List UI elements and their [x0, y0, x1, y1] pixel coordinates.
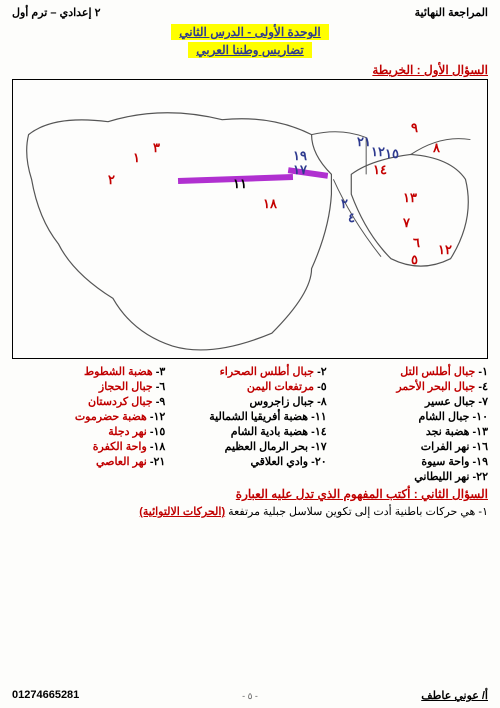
answer-item: ٢٢- نهر الليطاني [335, 470, 488, 483]
answer-item: ١٨- واحة الكفرة [12, 440, 165, 453]
map-annotation: ١٩ [293, 148, 307, 164]
answer-item: ٨- جبال زاجروس [173, 395, 326, 408]
answer-item: ١- جبال أطلس التل [335, 365, 488, 378]
map-annotation: ١٧ [293, 162, 307, 178]
q2-label: السؤال الثاني : أكتب المفهوم الذي تدل عل… [12, 487, 488, 501]
answer-item: ٧- جبال عسير [335, 395, 488, 408]
phone-number: 01274665281 [12, 689, 79, 702]
answer-item: ٢١- نهر العاصي [12, 455, 165, 468]
map-annotation: ٢١ [357, 134, 371, 150]
q1-label: السؤال الأول : الخريطة [12, 63, 488, 77]
map-annotation: ١٣ [403, 190, 417, 206]
answer-item: ٤- جبال البحر الأحمر [335, 380, 488, 393]
unit-title: الوحدة الأولى - الدرس الثاني [171, 24, 329, 40]
answer-item: ٥- مرتفعات اليمن [173, 380, 326, 393]
map-annotation: ١٢ [438, 242, 452, 258]
answers-grid: ١- جبال أطلس التل ٢- جبال أطلس الصحراء ٣- … [12, 365, 488, 483]
map-annotation: ٥ [411, 252, 418, 268]
q2-answer: (الحركات الالتوائية) [139, 506, 225, 518]
map-annotation: ٢ [108, 172, 115, 188]
map-annotation: ٧ [403, 215, 410, 231]
map-annotation: ٣ [153, 140, 160, 156]
answer-item: ١٦- نهر الفرات [335, 440, 488, 453]
answer-item: ٢٠- وادي العلاقي [173, 455, 326, 468]
answer-item: ١٣- هضبة نجد [335, 425, 488, 438]
answer-item: ١١- هضبة أفريقيا الشمالية [173, 410, 326, 423]
answer-item: ١٧- بحر الرمال العظيم [173, 440, 326, 453]
author-name: أ/ عوني عاطف [421, 689, 488, 702]
doc-header-left: ٢ إعدادي – ترم أول [12, 6, 101, 19]
map-container: ٨٩١٥١٢٢١١٤١٣٧٦١٢٥٤٢١٧١٩١١١٨٣١٢ [12, 79, 488, 359]
page-number: - ٥ - [242, 691, 258, 702]
answer-item: ١٩- واحة سيوة [335, 455, 488, 468]
answer-item: ١٥- نهر دجلة [12, 425, 165, 438]
map-annotation: ٩ [411, 120, 418, 136]
map-annotation: ٤ [348, 210, 355, 226]
answer-item: ١٠- جبال الشام [335, 410, 488, 423]
map-annotation: ١٥ [385, 146, 399, 162]
doc-header-right: المراجعة النهائية [415, 6, 488, 19]
answer-item: ١٢- هضبة حضرموت [12, 410, 165, 423]
answer-item: ٩- جبال كردستان [12, 395, 165, 408]
map-annotation: ١٨ [263, 196, 277, 212]
answer-item: ٦- جبال الحجاز [12, 380, 165, 393]
answer-item: ٣- هضبة الشطوط [12, 365, 165, 378]
map-annotation: ٦ [413, 235, 420, 251]
map-annotation: ١١ [233, 176, 247, 192]
map-annotation: ١٤ [373, 162, 387, 178]
answer-item: ١٤- هضبة بادية الشام [173, 425, 326, 438]
lesson-title: تضاريس وطننا العربي [188, 42, 312, 58]
answer-item: ٢- جبال أطلس الصحراء [173, 365, 326, 378]
map-annotation: ١ [133, 150, 140, 166]
map-annotation: ٨ [433, 140, 440, 156]
map-annotation: ١٢ [371, 144, 385, 160]
map-annotation: ٢ [341, 196, 348, 212]
q2-line: ١- هي حركات باطنية أدت إلى تكوين سلاسل ج… [228, 506, 488, 518]
